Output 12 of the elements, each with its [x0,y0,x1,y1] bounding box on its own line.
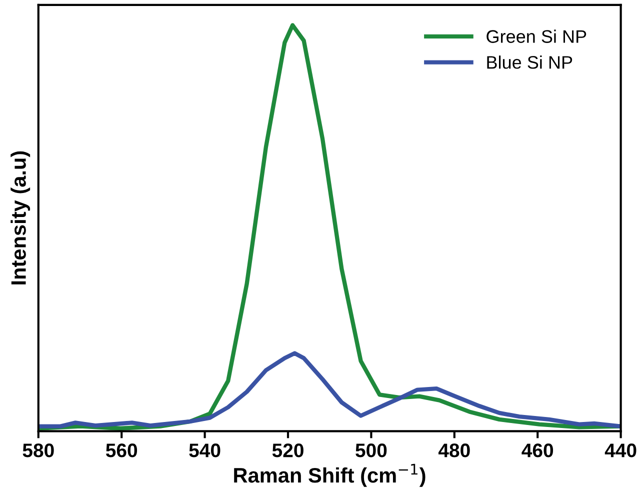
legend-label: Blue Si NP [487,56,572,69]
legend-label: Green Si NP [486,30,586,43]
x-tick-label: 440 [604,444,636,458]
x-tick-label: 540 [189,444,220,458]
x-tick-label: 480 [438,444,470,458]
x-tick-label: 520 [272,444,304,458]
x-tick-label: 560 [106,444,138,458]
y-axis-title: Intensity (a.u) [10,151,30,284]
x-axis-title: Raman Shift (cm$^{−1}$) [234,464,426,487]
x-tick-label: 500 [356,444,387,458]
x-tick-label: 580 [22,444,54,458]
x-tick-label: 460 [522,444,554,458]
